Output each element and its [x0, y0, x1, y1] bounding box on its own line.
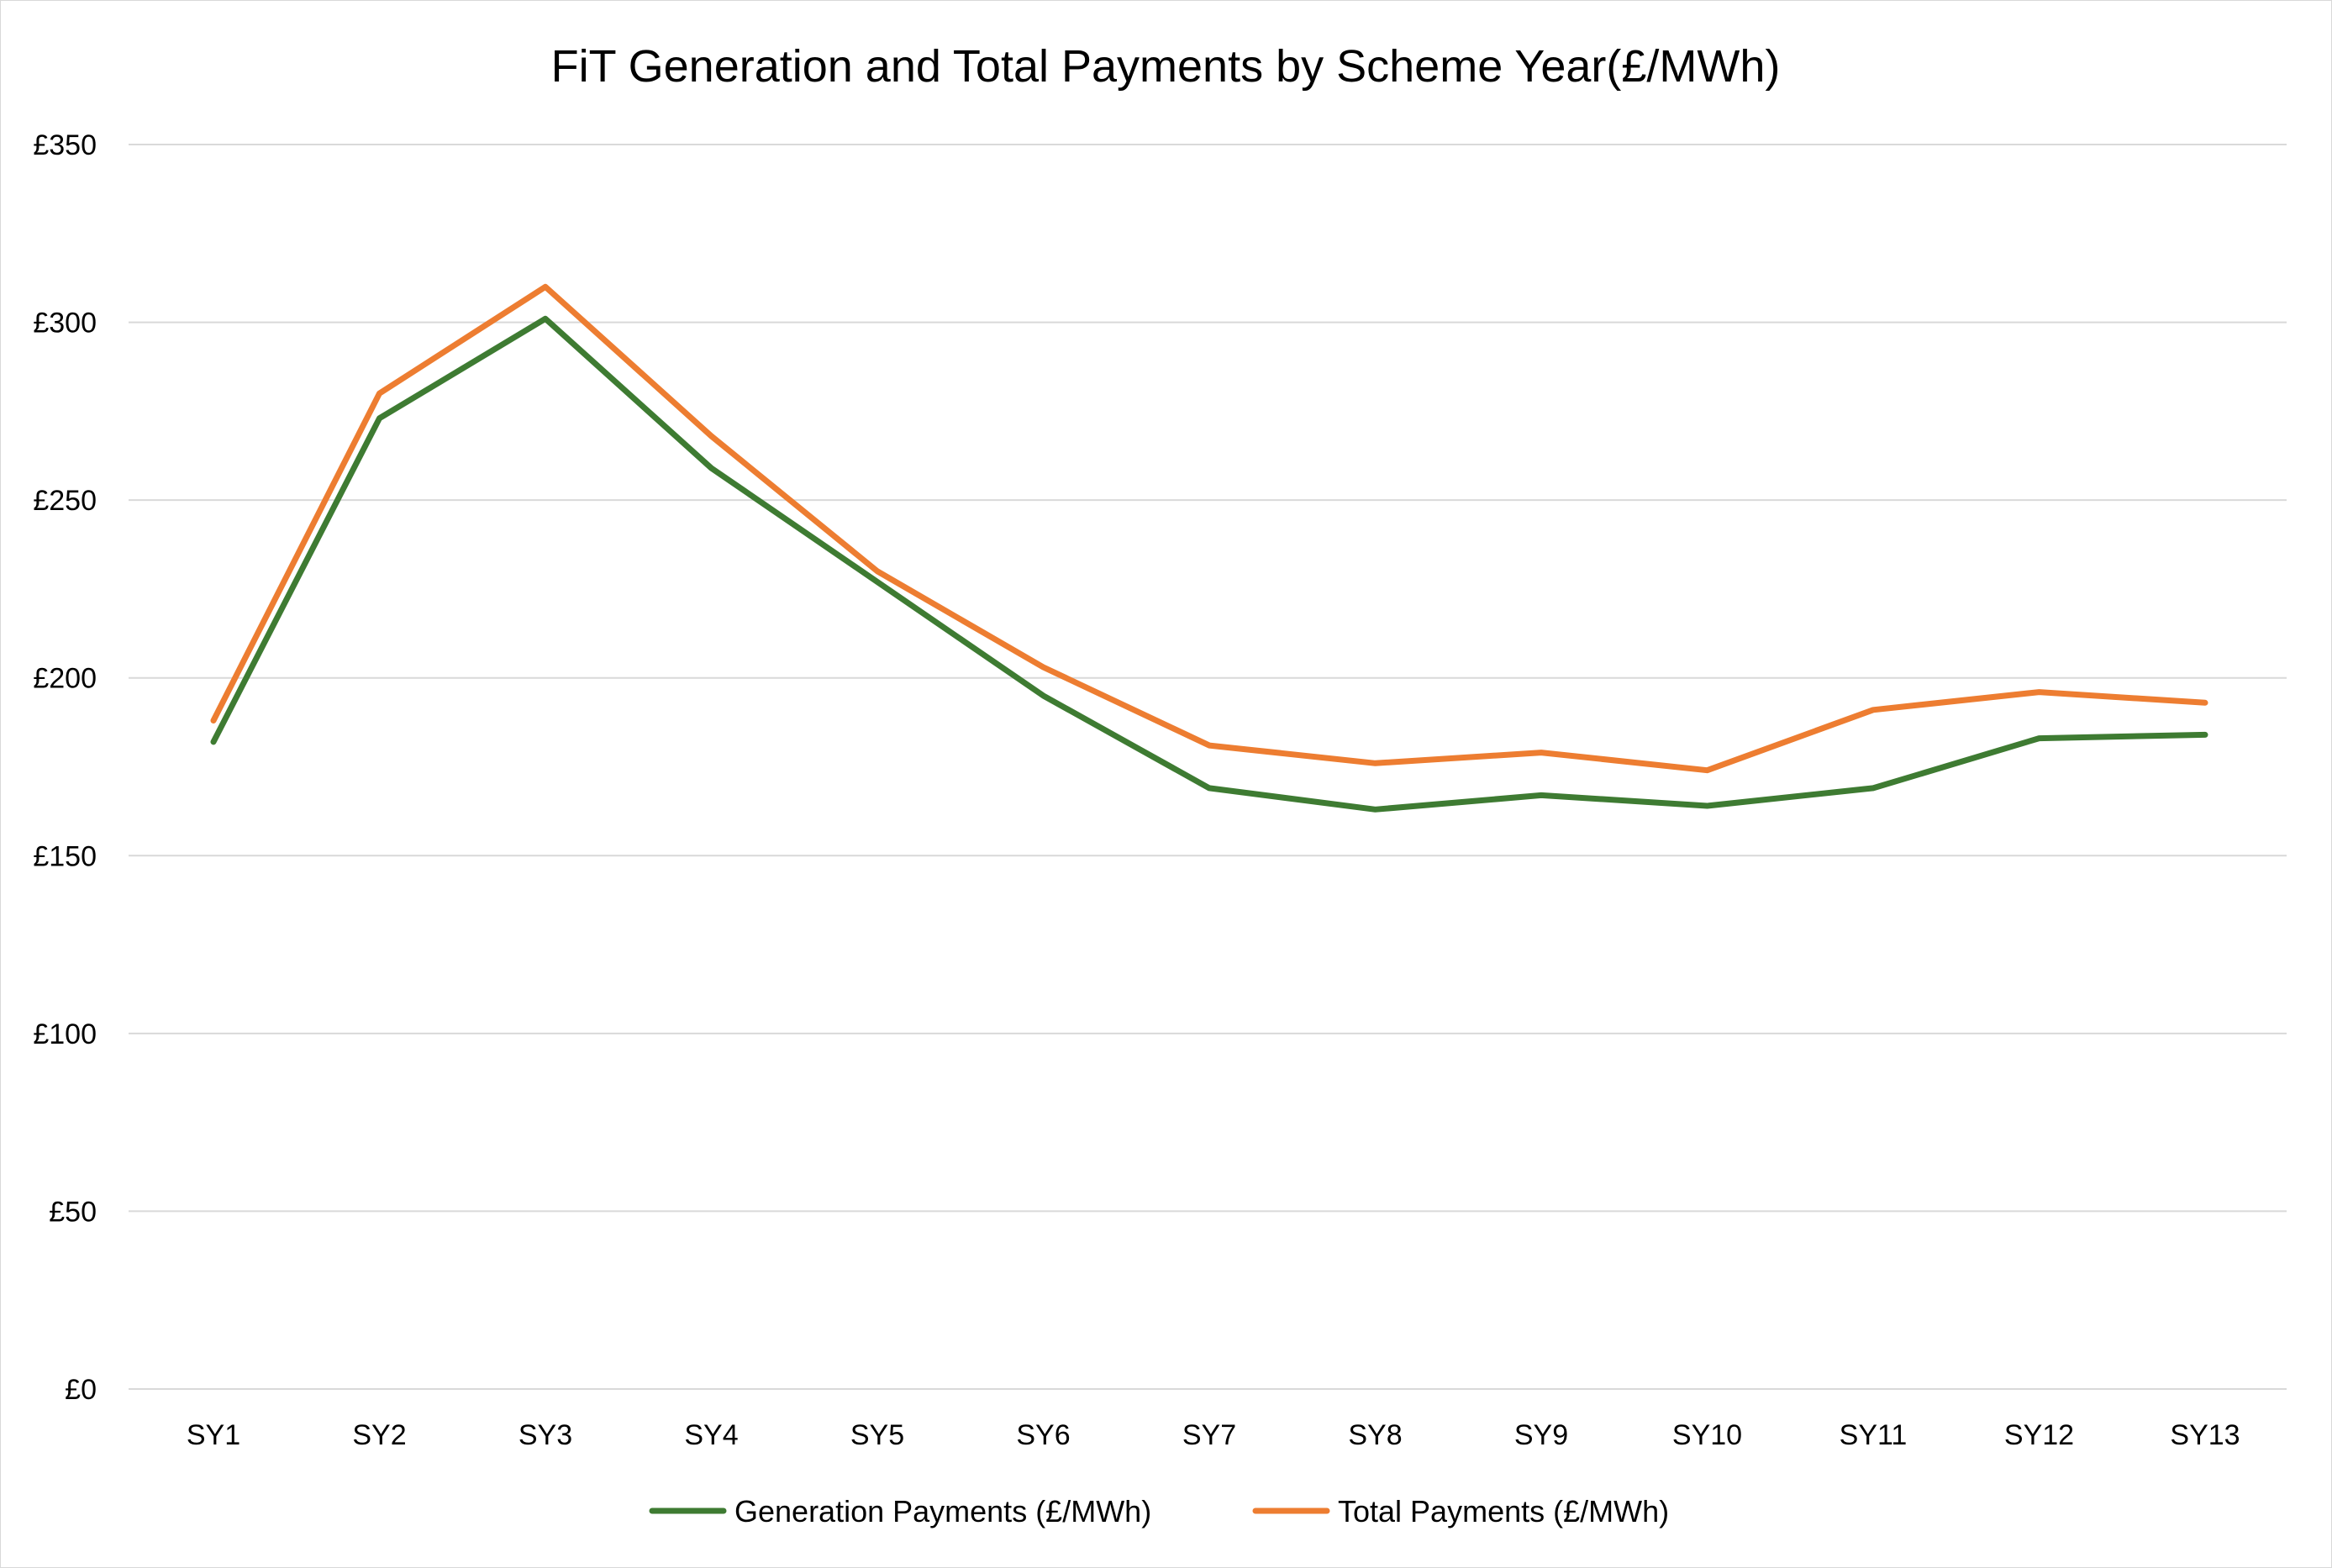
y-tick-label: £250	[33, 485, 97, 517]
gridlines	[129, 144, 2287, 1390]
legend-label: Generation Payments (£/MWh)	[734, 1494, 1151, 1529]
x-tick-label: SY6	[1016, 1419, 1070, 1451]
x-tick-label: SY2	[352, 1419, 406, 1451]
y-tick-label: £200	[33, 663, 97, 695]
x-tick-label: SY3	[519, 1419, 572, 1451]
x-tick-label: SY10	[1672, 1419, 1742, 1451]
x-tick-label: SY13	[2170, 1419, 2240, 1451]
y-tick-label: £150	[33, 840, 97, 872]
series-line-generation-payments	[210, 315, 2208, 813]
x-tick-label: SY8	[1348, 1419, 1402, 1451]
x-tick-label: SY11	[1840, 1419, 1908, 1451]
y-tick-label: £350	[33, 129, 97, 161]
y-tick-label: £0	[65, 1374, 97, 1406]
x-tick-label: SY12	[2004, 1419, 2074, 1451]
x-axis-tick-labels: SY1 SY2 SY3 SY4 SY5 SY6 SY7 SY8 SY9 SY10 SY11 SY12 S…	[187, 1419, 2240, 1451]
legend-label: Total Payments (£/MWh)	[1338, 1494, 1669, 1529]
x-tick-label: SY7	[1182, 1419, 1236, 1451]
y-tick-label: £100	[33, 1018, 97, 1050]
series-line-total-payments	[210, 283, 2208, 774]
y-tick-label: £300	[33, 308, 97, 339]
x-tick-label: SY4	[684, 1419, 738, 1451]
chart-title: FiT Generation and Total Payments by Sch…	[551, 41, 1781, 92]
series-lines	[210, 283, 2208, 813]
y-tick-label: £50	[49, 1196, 97, 1228]
x-tick-label: SY1	[187, 1419, 240, 1451]
legend: Generation Payments (£/MWh) Total Payment…	[649, 1494, 1669, 1529]
y-axis-tick-labels: £0 £50 £100 £150 £200 £250 £300 £350	[33, 129, 97, 1406]
x-tick-label: SY9	[1514, 1419, 1568, 1451]
x-tick-label: SY5	[850, 1419, 904, 1451]
